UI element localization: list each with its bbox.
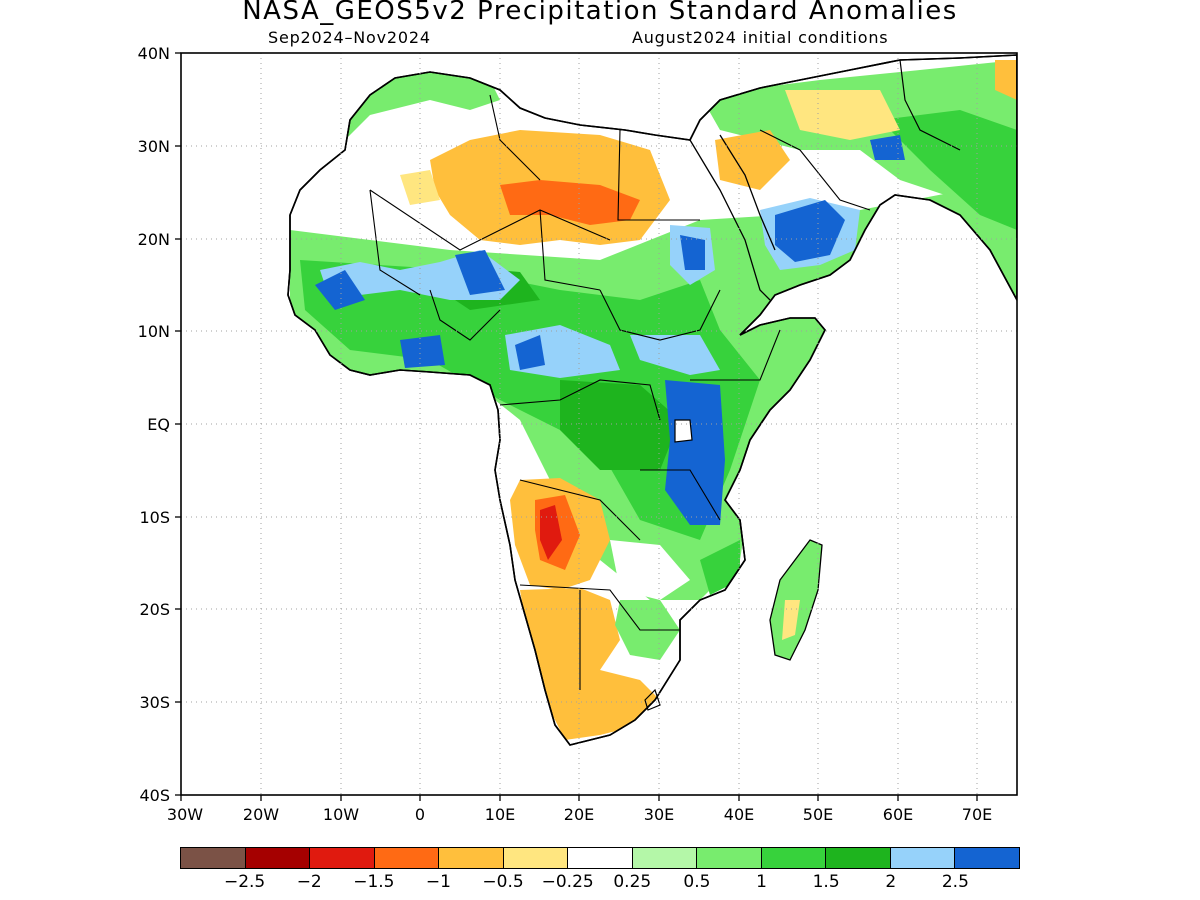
lon-label: 30W	[166, 805, 204, 824]
lon-label: 40E	[723, 805, 755, 824]
colorbar-label: −2	[296, 872, 322, 892]
colorbar-label: 1	[756, 872, 767, 892]
season-subtitle: Sep2024–Nov2024	[268, 28, 431, 47]
colorbar-swatch	[890, 848, 956, 868]
lon-label: 0	[414, 805, 426, 824]
lon-label: 50E	[802, 805, 834, 824]
colorbar-swatch	[181, 848, 246, 868]
lon-label: 20W	[242, 805, 280, 824]
lon-label: 20E	[563, 805, 595, 824]
colorbar-label: 0.5	[683, 872, 711, 892]
colorbar-label: 2	[885, 872, 897, 892]
colorbar-label: −1.5	[353, 872, 395, 892]
colorbar-swatch	[503, 848, 569, 868]
lat-label: EQ	[147, 415, 170, 434]
colorbar-label: −1	[425, 872, 451, 892]
colorbar-label: 2.5	[941, 872, 969, 892]
lon-label: 10W	[322, 805, 360, 824]
map-title: NASA_GEOS5v2 Precipitation Standard Anom…	[242, 0, 958, 26]
lat-label: 30S	[139, 693, 170, 712]
colorbar	[180, 847, 1020, 869]
axis-ticks	[175, 52, 978, 801]
colorbar-swatch	[439, 848, 504, 868]
country-borders	[369, 94, 871, 690]
lat-label: 40N	[137, 44, 170, 63]
colorbar-swatch	[310, 848, 375, 868]
lat-label: 20S	[139, 600, 170, 619]
plot-frame	[180, 52, 1018, 796]
colorbar-label: 1.5	[812, 872, 840, 892]
lat-label: 10N	[137, 322, 170, 341]
colorbar-swatch	[632, 848, 698, 868]
coastline	[287, 54, 1017, 746]
colorbar-swatch	[697, 848, 762, 868]
initial-conditions-subtitle: August2024 initial conditions	[632, 28, 889, 47]
lat-label: 40S	[139, 786, 170, 805]
colorbar-label: −0.25	[541, 872, 594, 892]
colorbar-label: −2.5	[223, 872, 266, 892]
colorbar-label: −0.5	[482, 872, 524, 892]
lat-label: 10S	[139, 508, 170, 527]
lat-label: 30N	[137, 137, 170, 156]
colorbar-swatch	[374, 848, 440, 868]
colorbar-swatch	[955, 848, 1019, 868]
lat-label: 20N	[137, 230, 170, 249]
lon-label: 70E	[961, 805, 993, 824]
colorbar-swatch	[568, 848, 633, 868]
colorbar-swatch	[245, 848, 311, 868]
map-grid	[181, 53, 1017, 795]
lon-label: 30E	[643, 805, 675, 824]
colorbar-label: 0.25	[613, 872, 652, 892]
colorbar-swatch	[761, 848, 827, 868]
lon-label: 10E	[484, 805, 516, 824]
lon-label: 60E	[882, 805, 914, 824]
colorbar-swatch	[826, 848, 891, 868]
